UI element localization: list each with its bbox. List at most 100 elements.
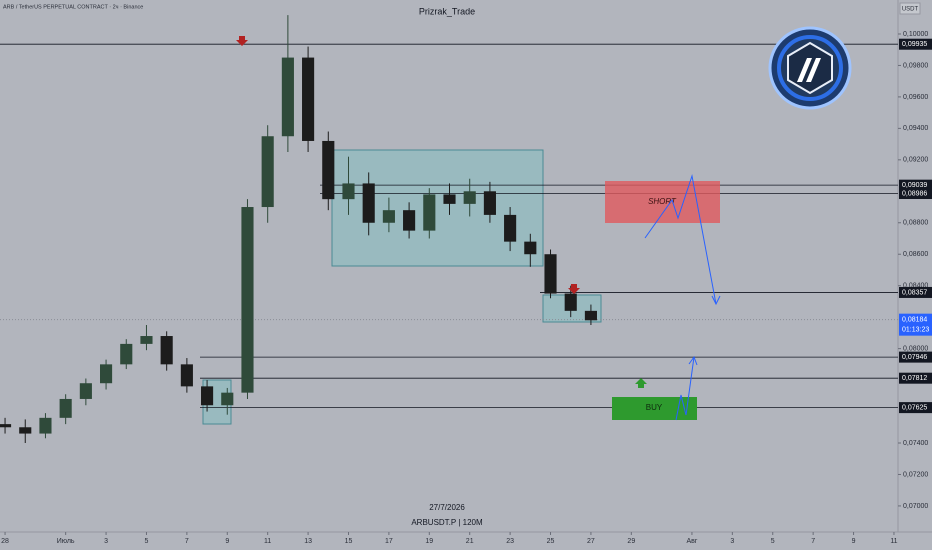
x-tick-label: 27: [587, 538, 595, 545]
candle-body: [281, 57, 294, 137]
current-price-box: [899, 313, 932, 336]
level-label-box: [899, 402, 932, 414]
footer-symbol: ARBUSDT.P | 120M: [411, 518, 483, 527]
current-price-label: 0,08184: [902, 317, 927, 324]
x-tick-label: 11: [264, 538, 271, 545]
x-tick-label: 9: [852, 538, 856, 545]
x-tick-label: 17: [385, 538, 393, 545]
y-tick-label: 0,09200: [903, 157, 928, 164]
arrow-head: [711, 295, 721, 306]
short-box: [605, 181, 720, 223]
level-label: 0,07625: [902, 404, 927, 411]
candle-body: [423, 194, 436, 231]
candle-body: [120, 343, 133, 365]
candle-body: [302, 57, 315, 141]
x-tick-label: 19: [425, 538, 433, 545]
footer-date: 27/7/2026: [429, 503, 465, 512]
x-tick-label: 21: [466, 538, 474, 545]
level-label: 0,09935: [902, 41, 927, 48]
candle-body: [201, 386, 214, 406]
candle-body: [504, 214, 517, 242]
countdown: 01:13:23: [902, 327, 929, 334]
x-tick-label: 15: [345, 538, 353, 545]
y-tick-label: 0,09800: [903, 62, 928, 69]
candle-body: [19, 427, 32, 434]
y-tick-label: 0,10000: [903, 31, 928, 38]
level-label-box: [899, 351, 932, 363]
projection-arrow: [644, 174, 717, 305]
chart-title: Prizrak_Trade: [419, 6, 475, 16]
candle-body: [342, 183, 355, 200]
y-tick-label: 0,08600: [903, 251, 928, 258]
level-label-box: [899, 372, 932, 384]
candle-body: [180, 364, 193, 387]
currency: USDT: [902, 7, 919, 13]
level-label: 0,07946: [902, 354, 927, 361]
x-tick-label: 7: [811, 538, 815, 545]
x-tick-label: 11: [890, 538, 897, 545]
up-arrow: [635, 378, 647, 388]
y-tick-label: 0,08000: [903, 345, 928, 352]
y-tick-label: 0,07000: [903, 503, 928, 510]
y-tick-label: 0,07400: [903, 440, 928, 447]
x-tick-label: 23: [506, 538, 514, 545]
x-tick-label: 29: [627, 538, 635, 545]
candle-body: [483, 191, 496, 215]
candle-body: [241, 207, 254, 393]
plot: [0, 15, 898, 444]
y-tick-label: 0,09400: [903, 125, 928, 132]
down-arrow: [236, 36, 248, 46]
candle-body: [100, 364, 113, 384]
level-label-box: [899, 38, 932, 50]
candle-body: [221, 392, 234, 406]
x-tick-label: 9: [225, 538, 229, 545]
short-label: SHORT: [648, 197, 677, 206]
y-tick-label: 0,08400: [903, 283, 928, 290]
candle-body: [0, 424, 12, 428]
x-tick-label: 3: [104, 538, 108, 545]
level-label-box: [899, 286, 932, 298]
candle-body: [524, 241, 537, 255]
buy-label: BUY: [646, 403, 663, 412]
level-label: 0,07812: [902, 375, 927, 382]
logo: [768, 26, 852, 110]
candle-body: [362, 183, 375, 223]
candle-body: [544, 254, 557, 294]
x-tick-label: 3: [730, 538, 734, 545]
candle-body: [463, 191, 476, 204]
candle-body: [59, 398, 72, 418]
candle-body: [322, 140, 335, 200]
y-tick-label: 0,09600: [903, 94, 928, 101]
candle-body: [443, 194, 456, 204]
overlay: SHORT BUY: [236, 26, 852, 421]
x-tick-label: 28: [1, 538, 9, 545]
candle-body: [39, 417, 52, 434]
y-tick-label: 0,07200: [903, 471, 928, 478]
candle-body: [140, 336, 153, 344]
x-tick-label: 5: [145, 538, 149, 545]
x-tick-label: 25: [547, 538, 555, 545]
level-label-box: [899, 179, 932, 191]
candle-body: [584, 310, 597, 321]
candle-body: [261, 136, 274, 208]
level-label: 0,08357: [902, 289, 927, 296]
arrow-head: [688, 355, 698, 366]
level-label: 0,08986: [902, 190, 927, 197]
logo-mark: [797, 58, 821, 82]
x-tick-label: Авг: [686, 538, 697, 545]
down-arrow: [568, 284, 580, 294]
candle-body: [160, 336, 173, 365]
x-tick-label: 5: [771, 538, 775, 545]
level-label-box: [899, 187, 932, 199]
price-axis: 0,10000 0,09800 0,09600 0,09400 0,09200 0,088…: [898, 31, 932, 510]
x-tick-label: 13: [304, 538, 312, 545]
x-tick-label: 7: [185, 538, 189, 545]
x-tick-label: Июль: [57, 538, 75, 545]
candle-body: [382, 210, 395, 223]
y-tick-label: 0,08800: [903, 220, 928, 227]
buy-box: [612, 397, 697, 420]
candle-body: [403, 210, 416, 231]
candle-body: [564, 293, 577, 311]
symbol-header: ARB / TetherUS PERPETUAL CONTRACT · 2ч ·…: [3, 4, 143, 10]
